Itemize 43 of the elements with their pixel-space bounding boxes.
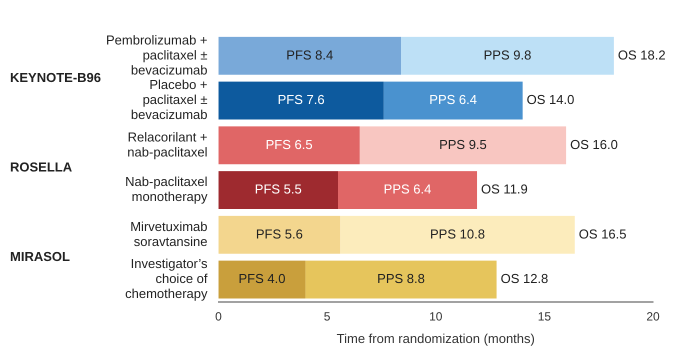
total-label: OS 18.2: [618, 47, 666, 62]
x-tick-label: 10: [429, 310, 443, 324]
total-label: OS 16.0: [570, 136, 618, 152]
text: ROSELLA: [10, 159, 73, 174]
y-tick-label: Pembrolizumab + paclitaxel ± bevacizumab: [106, 32, 208, 78]
bar: [360, 126, 566, 164]
data-label: PFS 5.5: [254, 182, 302, 197]
x-axis-title: Time from randomization (months): [336, 330, 535, 346]
total-label: OS 11.9: [481, 182, 528, 197]
data-label: PPS 8.8: [377, 271, 425, 286]
bar: [305, 260, 497, 299]
bar: [218, 216, 340, 254]
data-label: PPS 6.4: [384, 182, 432, 197]
data-label: PFS 6.5: [266, 136, 313, 152]
bar: [401, 36, 614, 75]
data-label: PFS 5.6: [256, 226, 303, 242]
x-tick-label: 5: [324, 310, 331, 324]
y-tick-label: Placebo + paclitaxel ± bevacizumab: [130, 77, 208, 122]
data-label: PFS 4.0: [238, 271, 286, 286]
data-label: PFS 7.6: [278, 92, 325, 108]
bar: [218, 36, 401, 75]
y-tick-label: Nab-paclitaxel monotherapy: [125, 174, 208, 204]
text: MIRASOL: [10, 248, 70, 264]
data-label: PPS 9.8: [484, 47, 532, 62]
data-label: PFS 8.4: [286, 47, 334, 62]
data-label: PPS 9.5: [439, 136, 487, 152]
total-label: OS 14.0: [526, 92, 574, 108]
y-tick-label: Investigator’s choice of chemotherapy: [125, 256, 208, 302]
x-tick-label: 15: [538, 310, 552, 324]
text: KEYNOTE-B96: [10, 70, 102, 85]
bar: [384, 82, 523, 120]
y-tick-label: Mirvetuximab soravtansine: [130, 218, 208, 249]
bar: [218, 82, 384, 120]
x-tick-label: 0: [215, 310, 222, 324]
x-tick-label: 20: [646, 310, 660, 324]
data-label: PPS 6.4: [429, 92, 477, 108]
bar: [340, 216, 575, 254]
total-label: OS 12.8: [500, 271, 548, 286]
bar: [218, 171, 338, 210]
y-tick-label: Relacorilant + nab-paclitaxel: [127, 129, 208, 160]
total-label: OS 16.5: [578, 226, 626, 242]
bar: [218, 260, 306, 299]
data-label: PPS 10.8: [430, 226, 485, 242]
